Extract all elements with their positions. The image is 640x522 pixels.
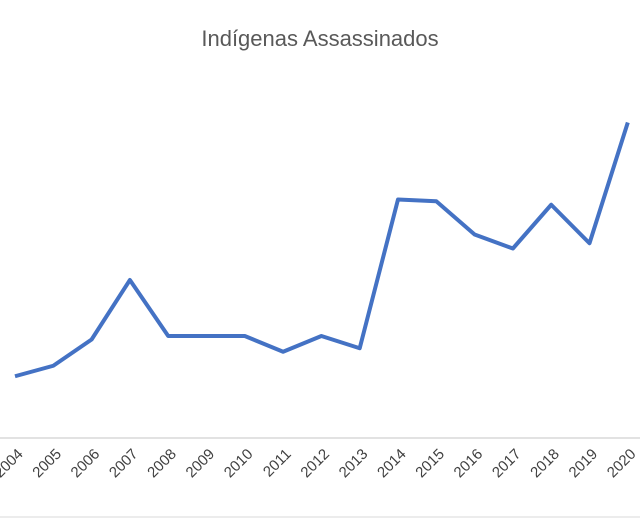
chart-title: Indígenas Assassinados [201, 26, 438, 51]
data-line [14, 121, 630, 379]
